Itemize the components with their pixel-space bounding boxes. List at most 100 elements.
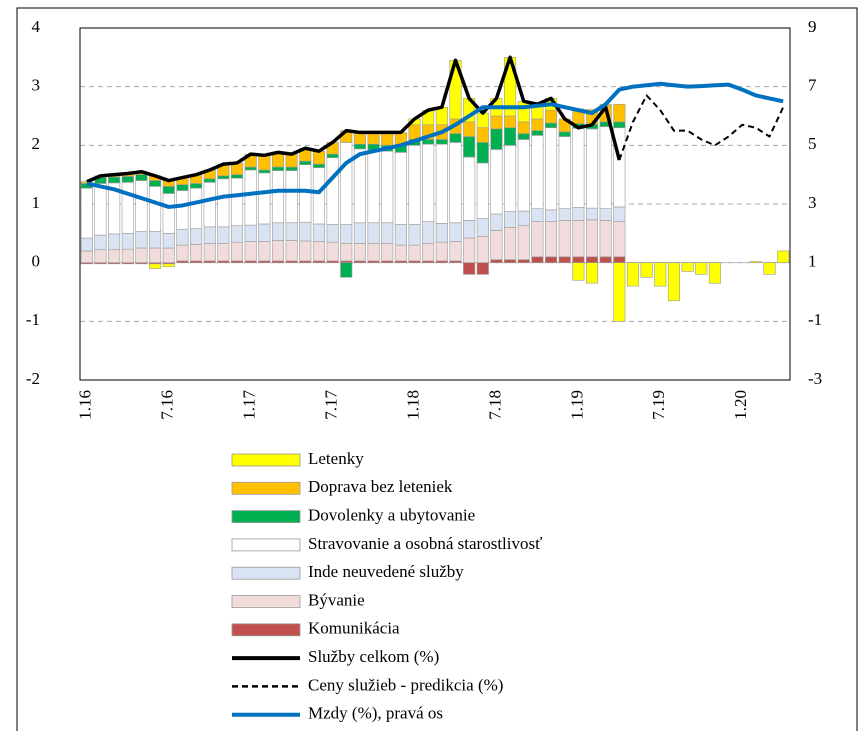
bar-segment <box>230 225 244 243</box>
legend-swatch <box>231 510 301 524</box>
bar-segment <box>490 149 503 215</box>
bar-segment <box>408 124 421 140</box>
bar-segment <box>121 233 134 250</box>
bar-segment <box>585 128 599 209</box>
y2-tick-label: -1 <box>808 310 822 329</box>
x-tick-label: 1.17 <box>240 390 259 420</box>
bar-segment <box>585 256 599 263</box>
bar-segment <box>531 118 544 131</box>
bar-segment <box>326 241 339 262</box>
bar-segment <box>285 240 298 262</box>
bar-segment <box>176 228 189 246</box>
bar-segment <box>490 230 503 261</box>
series-line <box>618 94 785 161</box>
bar-segment <box>545 221 558 258</box>
bar-segment <box>490 115 503 130</box>
bar-segment <box>340 262 353 278</box>
bar-segment <box>190 244 203 262</box>
bar-segment <box>121 176 134 183</box>
bar-segment <box>271 240 285 262</box>
bar-segment <box>504 115 517 129</box>
y-tick-label: 4 <box>32 17 41 36</box>
bar-segment <box>149 263 162 269</box>
y2-tick-label: 1 <box>808 252 817 271</box>
bar-segment <box>258 169 271 174</box>
bar-segment <box>545 256 558 263</box>
bar-segment <box>476 262 489 275</box>
bar-segment <box>340 224 353 244</box>
bar-segment <box>285 222 298 241</box>
y-tick-label: -2 <box>26 369 40 388</box>
bar-segment <box>94 183 107 236</box>
bar-segment <box>681 262 694 272</box>
x-tick-label: 1.16 <box>76 390 95 420</box>
bar-segment <box>545 209 558 222</box>
outer-frame <box>16 7 858 731</box>
legend-swatch <box>231 481 301 495</box>
bar-segment <box>517 225 530 261</box>
bar-segment <box>176 190 189 230</box>
bar-segment <box>613 256 626 263</box>
bar-segment <box>381 243 394 262</box>
bar-segment <box>108 176 121 184</box>
bar-segment <box>353 222 366 244</box>
bar-segment <box>777 250 790 263</box>
bar-segment <box>353 243 366 262</box>
legend-swatch <box>231 623 301 637</box>
bar-segment <box>558 136 571 209</box>
bar-segment <box>599 208 612 221</box>
legend-swatch <box>231 595 301 608</box>
bar-segment <box>203 178 216 183</box>
bar-segment <box>312 241 325 262</box>
bar-segment <box>435 241 448 262</box>
bar-segment <box>244 224 257 242</box>
bar-segment <box>572 207 585 221</box>
bar-segment <box>599 220 612 258</box>
legend-swatch <box>231 566 301 580</box>
bar-segment <box>94 234 107 251</box>
bar-segment <box>572 262 585 281</box>
bar-segment <box>435 139 448 145</box>
bar-segment <box>121 248 134 263</box>
bar-segment <box>531 221 544 258</box>
bar-segment <box>299 221 312 242</box>
y-tick-label: -1 <box>26 310 40 329</box>
bar-segment <box>299 164 312 223</box>
bar-segment <box>217 175 230 180</box>
bar-segment <box>572 256 585 263</box>
bar-segment <box>490 128 503 150</box>
bar-segment <box>613 103 626 123</box>
bar-segment <box>463 220 476 239</box>
bar-segment <box>708 262 721 284</box>
bar-segment <box>394 244 407 262</box>
bar-segment <box>517 133 530 140</box>
bar-segment <box>108 233 121 251</box>
bar-segment <box>667 262 680 302</box>
bar-segment <box>217 243 230 262</box>
bar-segment <box>299 160 312 165</box>
bar-segment <box>463 121 476 137</box>
bar-segment <box>258 172 271 225</box>
bar-segment <box>285 166 298 171</box>
x-tick-label: 1.19 <box>567 390 586 420</box>
bar-segment <box>763 262 776 275</box>
bar-segment <box>367 222 380 244</box>
bar-segment <box>244 241 257 262</box>
legend-label: Inde neuvedené služby <box>308 562 464 581</box>
bar-segment <box>449 222 462 242</box>
y2-tick-label: 7 <box>808 76 817 95</box>
bar-segment <box>449 241 462 262</box>
bar-segment <box>299 240 312 262</box>
bar-segment <box>162 263 175 268</box>
bar-segment <box>244 169 257 226</box>
bar-segment <box>176 184 189 191</box>
bar-segment <box>394 152 407 225</box>
bar-segment <box>435 223 448 243</box>
bar-segment <box>422 143 435 222</box>
bar-segment <box>695 262 708 275</box>
bar-segment <box>121 181 134 234</box>
x-tick-label: 7.16 <box>158 390 177 420</box>
bar-segment <box>504 145 517 212</box>
bar-segment <box>381 132 394 146</box>
